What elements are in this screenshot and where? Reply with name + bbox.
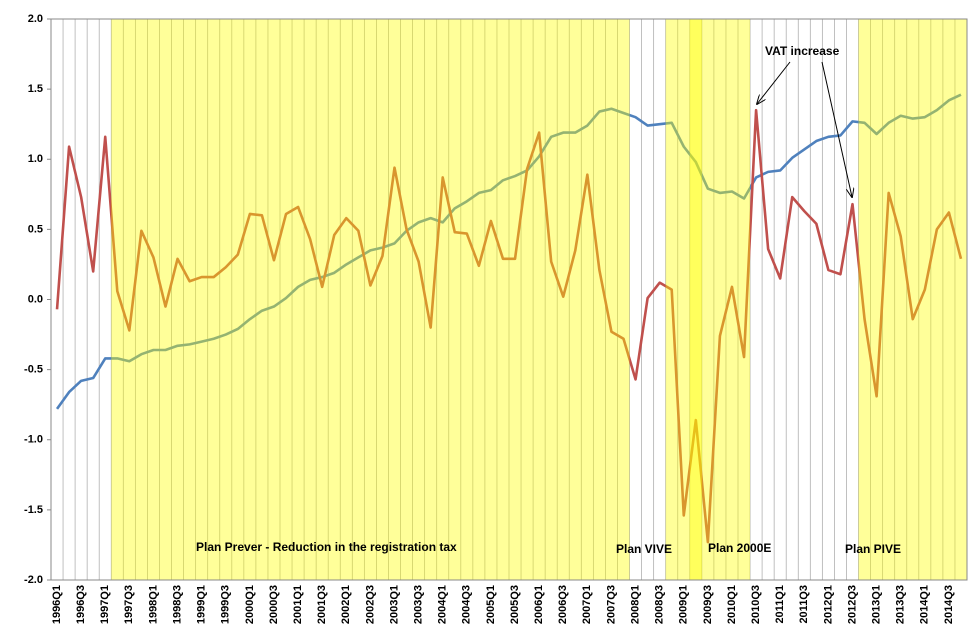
x-tick-label: 2005Q1 (485, 585, 497, 624)
x-tick-label: 2006Q1 (533, 585, 545, 624)
y-tick-label: -0.5 (24, 364, 43, 376)
x-tick-label: 2003Q3 (413, 585, 425, 624)
x-tick-label: 2000Q1 (244, 585, 256, 624)
x-tick-label: 2011Q1 (774, 585, 786, 624)
period-shade (689, 19, 751, 580)
x-tick-label: 2000Q3 (268, 585, 280, 624)
x-tick-label: 2002Q1 (340, 585, 352, 624)
x-tick-label: 2007Q1 (581, 585, 593, 624)
x-tick-label: 2008Q3 (654, 585, 666, 624)
data-line (55, 108, 963, 544)
period-shade (665, 19, 702, 580)
x-tick-label: 2014Q3 (943, 585, 955, 624)
x-tick-label: 2001Q1 (292, 585, 304, 624)
x-tick-label: 2005Q3 (509, 585, 521, 624)
period-shade (858, 19, 967, 580)
x-tick-label: 2012Q1 (822, 585, 834, 624)
period-label: Plan VIVE (616, 542, 672, 556)
x-tick-label: 2006Q3 (557, 585, 569, 624)
y-tick-label: 0.0 (28, 293, 43, 305)
period-label: Plan PIVE (845, 542, 901, 556)
x-tick-label: 1996Q3 (75, 585, 87, 624)
annotation: VAT increase (765, 44, 840, 58)
y-tick-label: 0.5 (28, 223, 43, 235)
period-label: Plan Prever - Reduction in the registrat… (196, 540, 457, 554)
x-tick-label: 2010Q1 (726, 585, 738, 624)
labels: Plan Prever - Reduction in the registrat… (196, 44, 901, 556)
x-tick-label: 1997Q1 (99, 585, 111, 624)
y-tick-label: -1.0 (24, 434, 43, 446)
x-tick-label: 1999Q1 (196, 585, 208, 624)
grid (62, 19, 956, 580)
x-tick-label: 1999Q3 (220, 585, 232, 624)
x-tick-label: 2007Q3 (605, 585, 617, 624)
y-tick-label: -1.5 (24, 504, 43, 516)
x-tick-label: 2013Q1 (871, 585, 883, 624)
y-tick-label: 1.0 (28, 153, 43, 165)
period-shade (111, 19, 630, 580)
period-label: Plan 2000E (708, 541, 771, 555)
x-tick-label: 2009Q1 (678, 585, 690, 624)
x-tick-label: 2013Q3 (895, 585, 907, 624)
x-tick-label: 2011Q3 (798, 585, 810, 624)
x-tick-label: 2014Q1 (919, 585, 931, 624)
y-tick-label: 2.0 (28, 13, 43, 25)
x-tick-label: 2002Q3 (364, 585, 376, 624)
x-tick-label: 2001Q3 (316, 585, 328, 624)
x-tick-label: 2010Q3 (750, 585, 762, 624)
x-tick-label: 1998Q3 (171, 585, 183, 624)
x-tick-label: 1997Q3 (123, 585, 135, 624)
x-tick-label: 2009Q3 (702, 585, 714, 624)
arrow (821, 61, 852, 197)
x-tick-label: 2004Q3 (461, 585, 473, 624)
x-tick-label: 2003Q1 (388, 585, 400, 624)
x-tick-label: 2008Q1 (629, 585, 641, 624)
y-tick-label: -2.0 (24, 574, 43, 586)
x-tick-label: 1998Q1 (147, 585, 159, 624)
x-tick-label: 2004Q1 (437, 585, 449, 624)
y-tick-label: 1.5 (28, 83, 43, 95)
shades (111, 19, 967, 580)
x-tick-label: 1996Q1 (51, 585, 63, 624)
data-line (55, 93, 962, 410)
lines (55, 93, 963, 544)
x-tick-label: 2012Q3 (846, 585, 858, 624)
arrow (757, 61, 791, 104)
